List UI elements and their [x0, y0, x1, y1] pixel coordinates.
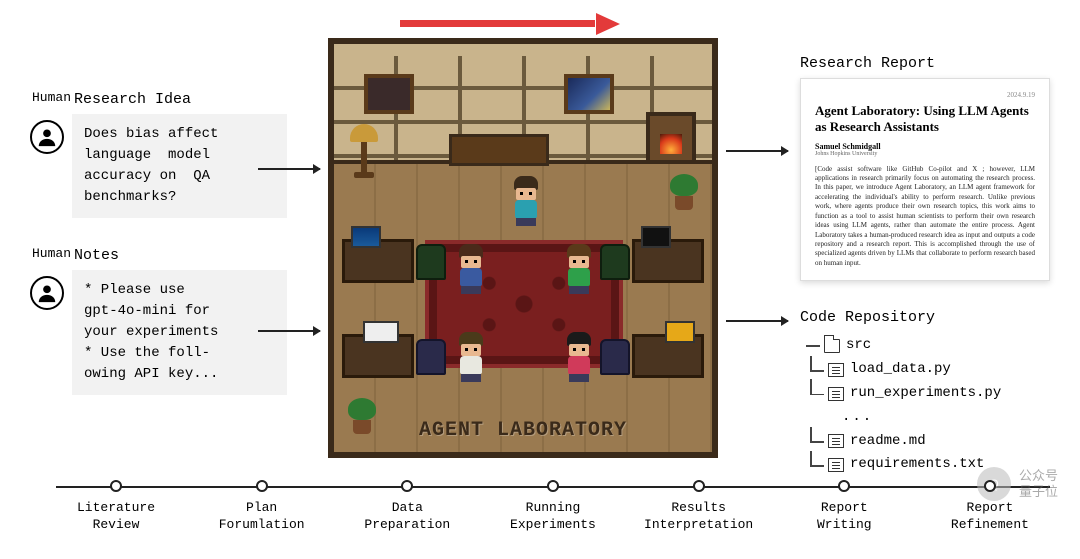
progress-arrow — [400, 13, 620, 33]
connector-arrow — [726, 150, 788, 152]
human-avatar-icon — [30, 120, 64, 154]
file-icon — [828, 363, 844, 377]
desk-icon — [342, 334, 414, 378]
watermark-line2: 量子位 — [1019, 484, 1058, 500]
human-avatar-icon — [30, 276, 64, 310]
code-repository: Code Repository src load_data.py run_exp… — [800, 309, 1060, 477]
repo-tree: src load_data.py run_experiments.py ... … — [800, 334, 1060, 477]
report-heading: Research Report — [800, 55, 1060, 72]
repo-ellipsis: ... — [800, 406, 1060, 430]
research-report: 2024.9.19 Agent Laboratory: Using LLM Ag… — [800, 78, 1050, 281]
timeline-step: Literature Review — [56, 480, 176, 534]
report-abstract: [Code assist software like GitHub Co-pil… — [815, 165, 1035, 269]
agent-sprite — [454, 244, 488, 292]
desk-icon — [342, 239, 414, 283]
notes-heading: Notes — [74, 247, 295, 264]
research-idea-block: Human Research Idea Does bias affect lan… — [30, 90, 295, 218]
repo-folder: src — [800, 334, 1060, 358]
agent-sprite — [562, 332, 596, 380]
timeline-step: Running Experiments — [493, 480, 613, 534]
connector-arrow — [258, 330, 320, 332]
repo-file-name: readme.md — [850, 430, 926, 454]
timeline-step: Results Interpretation — [639, 480, 759, 534]
repo-file: readme.md — [800, 430, 1060, 454]
research-idea-text: Does bias affect language model accuracy… — [72, 114, 287, 218]
notes-text: * Please use gpt-4o-mini for your experi… — [72, 270, 287, 395]
fireplace-icon — [646, 112, 696, 164]
scene-title: AGENT LABORATORY — [334, 419, 712, 442]
watermark-line1: 公众号 — [1019, 468, 1058, 484]
timeline-step: Data Preparation — [347, 480, 467, 534]
report-title: Agent Laboratory: Using LLM Agents as Re… — [815, 103, 1035, 136]
timeline-step: Plan Forumlation — [202, 480, 322, 534]
agent-sprite — [454, 332, 488, 380]
chair-icon — [600, 339, 630, 375]
repo-file-name: run_experiments.py — [850, 382, 1001, 406]
file-icon — [828, 387, 844, 401]
chair-icon — [600, 244, 630, 280]
lamp-icon — [350, 124, 378, 179]
right-outputs: Research Report 2024.9.19 Agent Laborato… — [800, 55, 1060, 477]
repo-file-name: requirements.txt — [850, 453, 984, 477]
timeline-step: Report Writing — [784, 480, 904, 534]
painting-icon — [364, 74, 414, 114]
chair-icon — [416, 339, 446, 375]
desk-icon — [632, 334, 704, 378]
chair-icon — [416, 244, 446, 280]
repo-file: run_experiments.py — [800, 382, 1060, 406]
folder-icon — [824, 339, 840, 353]
report-date: 2024.9.19 — [815, 91, 1035, 99]
connector-arrow — [726, 320, 788, 322]
file-icon — [828, 458, 844, 472]
plant-icon — [670, 174, 698, 212]
agent-sprite — [509, 176, 543, 224]
research-idea-heading: Research Idea — [74, 91, 295, 108]
repo-file-name: load_data.py — [850, 358, 951, 382]
left-inputs: Human Research Idea Does bias affect lan… — [30, 90, 295, 423]
connector-arrow — [258, 168, 320, 170]
repo-root-name: src — [846, 334, 871, 358]
desk-icon — [632, 239, 704, 283]
pipeline-timeline: Literature Review Plan Forumlation Data … — [56, 480, 1050, 534]
file-icon — [828, 434, 844, 448]
report-affiliation: Johns Hopkins University — [815, 151, 1035, 157]
report-author: Samuel Schmidgall — [815, 142, 1035, 151]
agent-lab-scene: AGENT LABORATORY — [328, 38, 718, 458]
repo-file: load_data.py — [800, 358, 1060, 382]
agent-sprite — [562, 244, 596, 292]
painting-icon — [564, 74, 614, 114]
repo-heading: Code Repository — [800, 309, 1060, 326]
notes-block: Human Notes * Please use gpt-4o-mini for… — [30, 246, 295, 395]
cabinet-icon — [449, 134, 549, 166]
